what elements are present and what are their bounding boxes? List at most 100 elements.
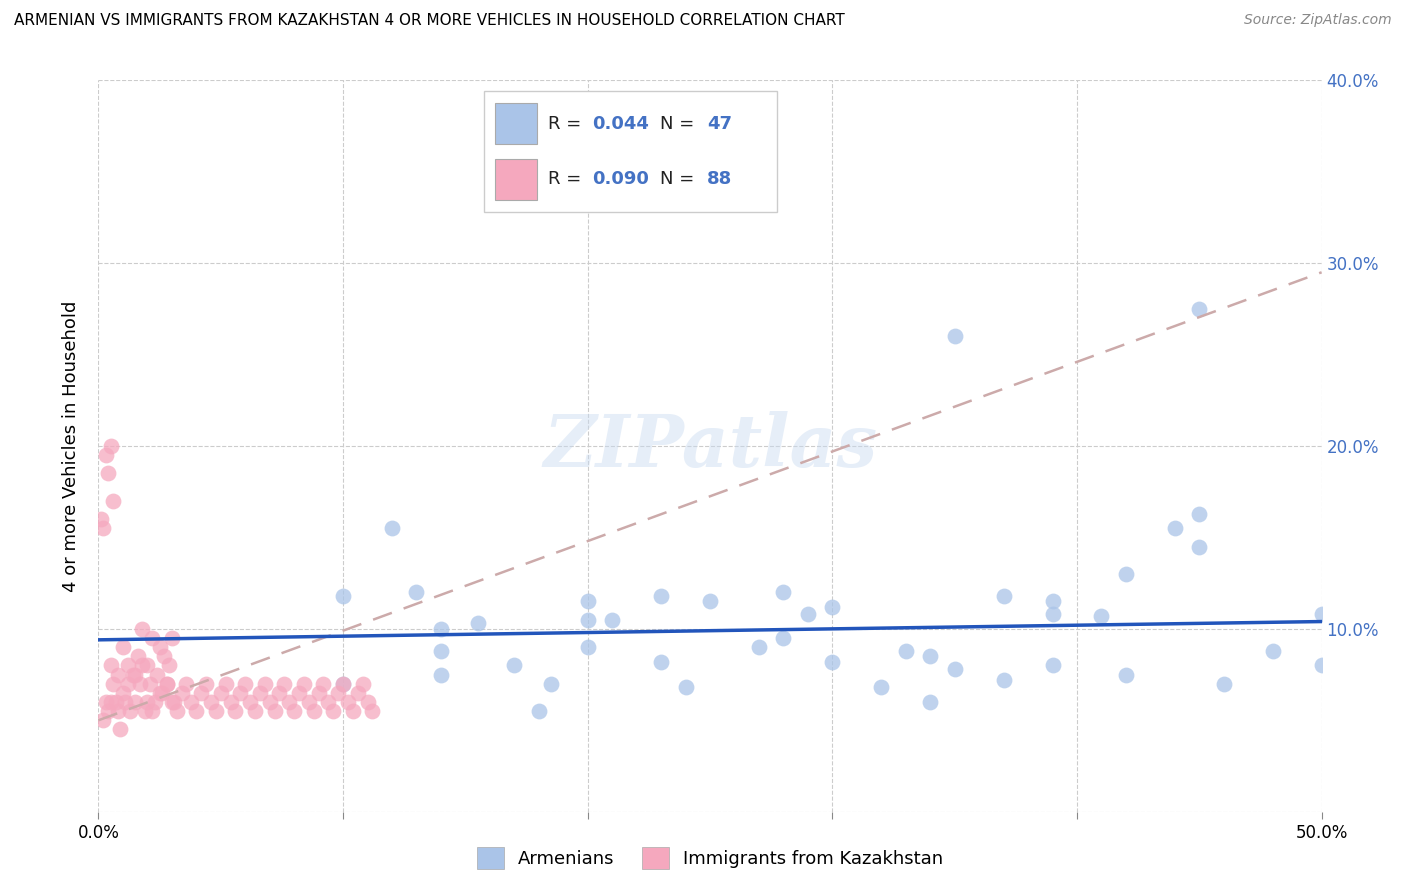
Point — [650, 655, 672, 669]
Point — [114, 695, 136, 709]
Point — [527, 704, 550, 718]
Point — [336, 695, 359, 709]
Point — [312, 676, 335, 690]
Point — [943, 662, 966, 676]
Point — [356, 695, 378, 709]
Point — [1115, 667, 1137, 681]
Point — [124, 695, 146, 709]
Point — [195, 676, 218, 690]
Point — [1042, 594, 1064, 608]
Point — [149, 640, 172, 655]
Point — [209, 686, 232, 700]
Point — [170, 686, 193, 700]
Point — [273, 676, 295, 690]
Point — [156, 676, 179, 690]
Point — [160, 695, 183, 709]
Point — [298, 695, 321, 709]
Point — [328, 686, 350, 700]
Point — [1042, 607, 1064, 622]
Point — [239, 695, 262, 709]
Point — [1090, 609, 1112, 624]
Point — [1310, 607, 1333, 622]
Text: ZIPatlas: ZIPatlas — [543, 410, 877, 482]
Point — [308, 686, 330, 700]
Point — [503, 658, 526, 673]
Point — [278, 695, 301, 709]
Point — [136, 658, 159, 673]
Point — [1310, 658, 1333, 673]
Point — [141, 704, 163, 718]
Point — [104, 695, 127, 709]
Point — [920, 649, 942, 664]
Point — [430, 644, 453, 658]
Point — [117, 676, 139, 690]
Point — [94, 448, 117, 462]
Point — [100, 439, 122, 453]
Point — [149, 686, 172, 700]
Point — [110, 723, 132, 737]
Point — [157, 658, 180, 673]
Point — [129, 676, 152, 690]
Point — [127, 649, 149, 664]
Point — [107, 667, 129, 681]
Point — [576, 640, 599, 655]
Point — [576, 594, 599, 608]
Point — [870, 681, 893, 695]
Point — [821, 655, 844, 669]
Point — [121, 667, 143, 681]
Point — [91, 714, 114, 728]
Point — [650, 589, 672, 603]
Point — [249, 686, 271, 700]
Point — [156, 676, 179, 690]
Point — [699, 594, 721, 608]
Point — [993, 589, 1015, 603]
Point — [263, 704, 285, 718]
Point — [259, 695, 281, 709]
Point — [288, 686, 311, 700]
Point — [243, 704, 266, 718]
Point — [576, 613, 599, 627]
Point — [302, 704, 325, 718]
Point — [143, 695, 166, 709]
Legend: Armenians, Immigrants from Kazakhstan: Armenians, Immigrants from Kazakhstan — [470, 839, 950, 876]
Point — [131, 622, 153, 636]
Point — [1261, 644, 1284, 658]
Point — [91, 521, 114, 535]
Point — [97, 467, 120, 481]
Point — [772, 631, 794, 645]
Point — [229, 686, 252, 700]
Point — [352, 676, 374, 690]
Point — [120, 704, 142, 718]
Point — [332, 676, 354, 690]
Point — [540, 676, 562, 690]
Point — [1212, 676, 1234, 690]
Point — [176, 676, 198, 690]
Point — [90, 512, 112, 526]
Point — [139, 676, 162, 690]
Point — [136, 695, 159, 709]
Point — [346, 686, 368, 700]
Point — [111, 686, 134, 700]
Point — [318, 695, 340, 709]
Point — [894, 644, 917, 658]
Point — [332, 589, 354, 603]
Point — [467, 616, 489, 631]
Point — [821, 599, 844, 614]
Point — [166, 704, 188, 718]
Point — [283, 704, 305, 718]
Point — [1042, 658, 1064, 673]
Text: ARMENIAN VS IMMIGRANTS FROM KAZAKHSTAN 4 OR MORE VEHICLES IN HOUSEHOLD CORRELATI: ARMENIAN VS IMMIGRANTS FROM KAZAKHSTAN 4… — [14, 13, 845, 29]
Point — [772, 585, 794, 599]
Point — [134, 704, 156, 718]
Point — [1188, 507, 1211, 521]
Point — [233, 676, 256, 690]
Point — [1188, 540, 1211, 554]
Point — [160, 631, 183, 645]
Point — [111, 640, 134, 655]
Point — [430, 622, 453, 636]
Point — [190, 686, 212, 700]
Point — [993, 673, 1015, 687]
Point — [107, 704, 129, 718]
Point — [748, 640, 770, 655]
Point — [94, 695, 117, 709]
